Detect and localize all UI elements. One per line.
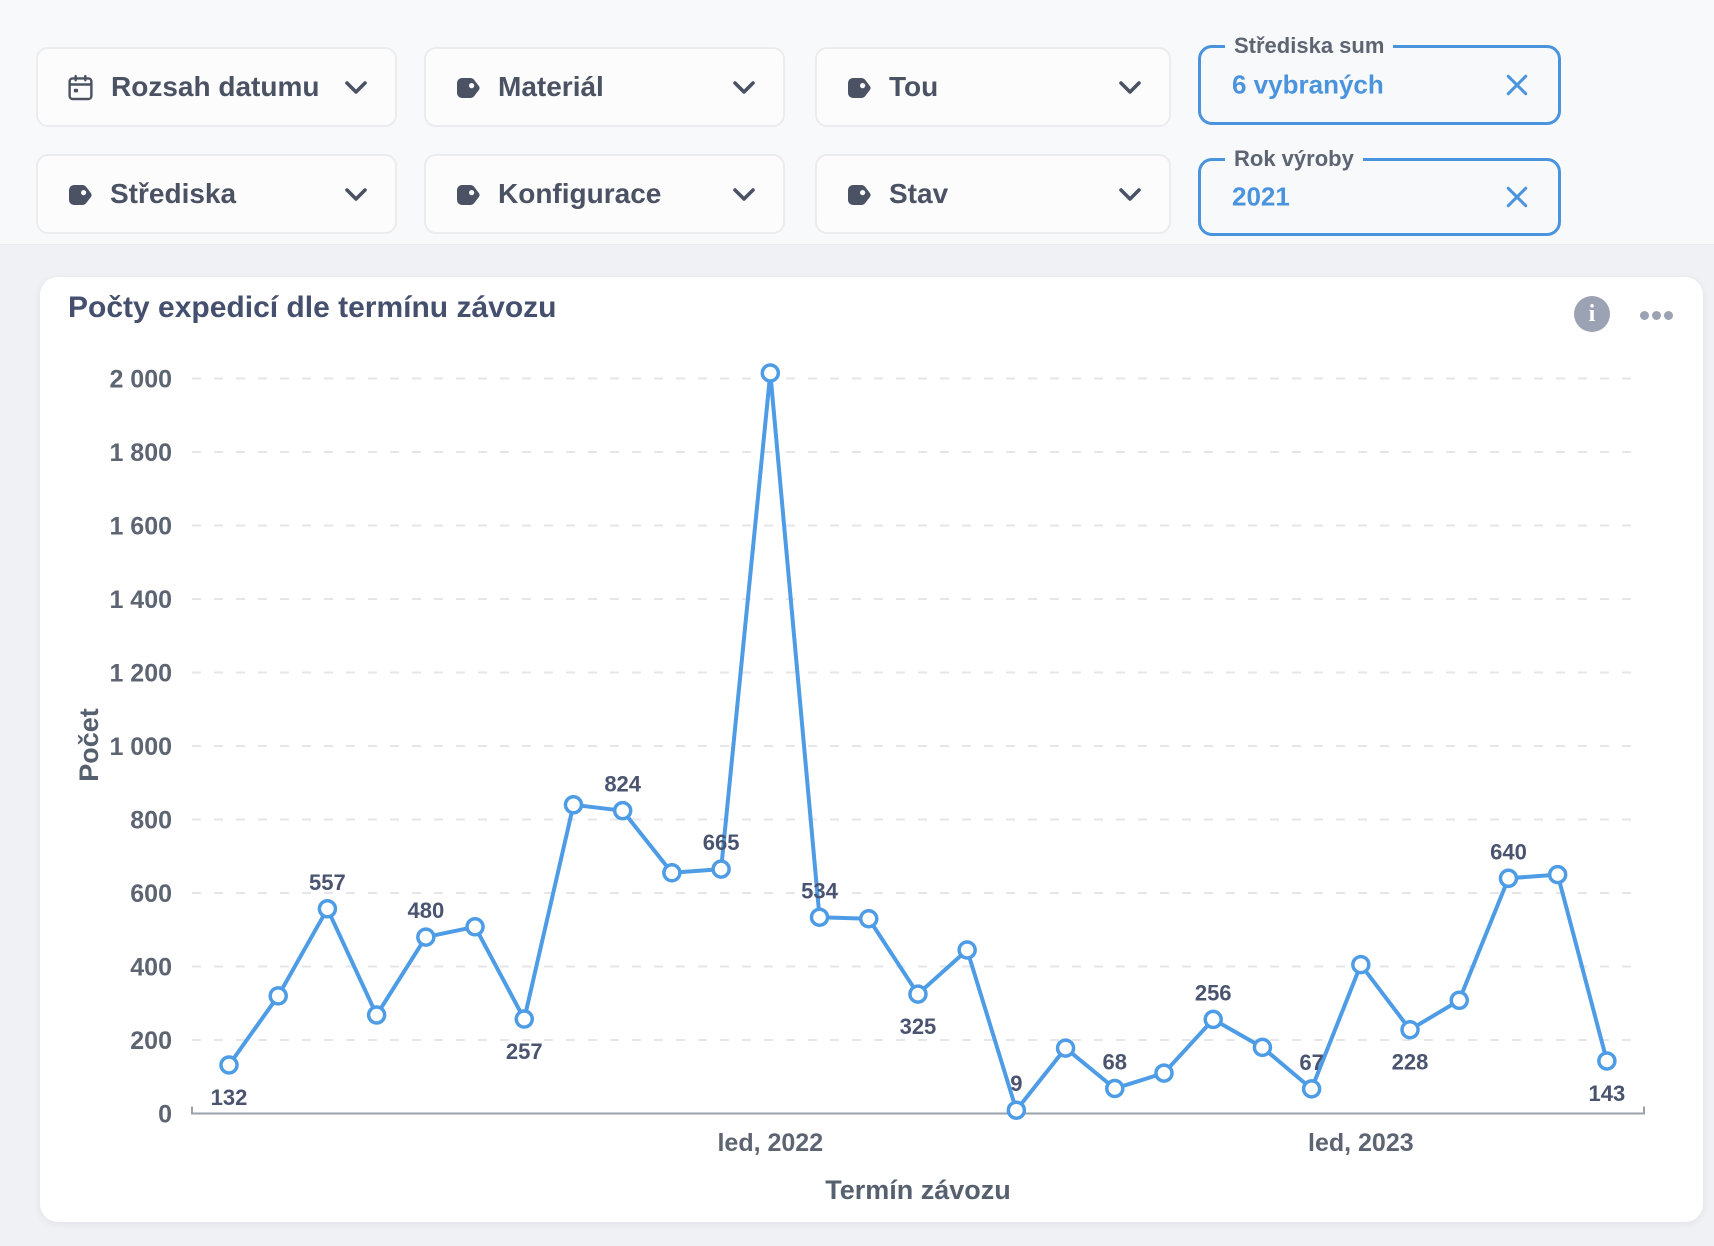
close-icon[interactable] xyxy=(1504,72,1530,98)
data-point-label: 480 xyxy=(407,898,444,923)
data-point[interactable] xyxy=(1203,1009,1223,1030)
filter-dropdown-stav[interactable]: Stav xyxy=(815,154,1171,234)
tag-icon xyxy=(454,75,482,99)
active-filter-value: 2021 xyxy=(1232,181,1290,212)
data-point-label: 9 xyxy=(1010,1071,1022,1096)
line-chart: 0 200 400 600 800 1 000 1 200 1 400 1 600 1 800 2 … xyxy=(74,363,1645,1205)
y-axis-tick-label: 2 000 xyxy=(109,366,172,394)
filter-dropdown-label: Střediska xyxy=(110,178,237,209)
data-point[interactable] xyxy=(1351,954,1371,975)
y-axis-title: Počet xyxy=(74,708,104,782)
data-point-label: 67 xyxy=(1299,1050,1323,1075)
data-point-label: 257 xyxy=(506,1039,543,1064)
data-point[interactable] xyxy=(957,940,977,960)
data-point[interactable] xyxy=(908,984,928,1004)
data-point-label: 143 xyxy=(1589,1081,1626,1106)
calendar-icon xyxy=(66,73,95,102)
data-point-label: 824 xyxy=(604,772,641,797)
chart-title: Počty expedicí dle termínu závozu xyxy=(68,291,557,324)
filter-dropdown-label: Materiál xyxy=(498,71,604,102)
y-axis-tick-label: 1 800 xyxy=(109,439,172,467)
data-point-label: 640 xyxy=(1490,839,1527,864)
chevron-down-icon xyxy=(1119,80,1141,94)
data-point-label: 256 xyxy=(1195,980,1232,1005)
filter-dropdown-tou[interactable]: Tou xyxy=(815,47,1171,127)
filter-toolbar: Rozsah datumu Materiál Tou xyxy=(0,0,1714,245)
filter-dropdown-label: Tou xyxy=(889,71,939,102)
filter-dropdown-rozsah-datumu[interactable]: Rozsah datumu xyxy=(36,47,397,127)
tag-icon xyxy=(845,75,873,99)
x-axis-tick-label: led, 2023 xyxy=(1308,1129,1414,1157)
ellipsis-menu-icon[interactable] xyxy=(1636,307,1677,324)
y-axis-tick-label: 1 600 xyxy=(109,513,172,541)
data-point[interactable] xyxy=(465,917,485,937)
x-axis-title: Termín závozu xyxy=(825,1175,1011,1205)
data-point[interactable] xyxy=(1449,990,1469,1011)
x-axis-tick-label: led, 2022 xyxy=(717,1129,823,1157)
info-icon[interactable]: i xyxy=(1574,296,1610,332)
data-point-label: 534 xyxy=(801,878,838,903)
data-point[interactable] xyxy=(1006,1100,1027,1120)
filter-dropdown-strediska[interactable]: Střediska xyxy=(36,154,397,234)
data-point-label: 228 xyxy=(1392,1050,1429,1075)
y-axis-tick-label: 400 xyxy=(130,954,172,982)
data-point-label: 665 xyxy=(703,830,740,855)
data-point[interactable] xyxy=(760,363,781,383)
chevron-down-icon xyxy=(733,80,755,94)
data-point-label: 325 xyxy=(900,1014,937,1039)
chevron-down-icon xyxy=(345,187,367,201)
active-filter-label: Střediska sum xyxy=(1225,33,1394,59)
y-axis-tick-label: 200 xyxy=(130,1027,172,1055)
filter-dropdown-material[interactable]: Materiál xyxy=(424,47,785,127)
active-filter-value: 6 vybraných xyxy=(1232,69,1384,100)
y-axis-tick-label: 600 xyxy=(130,880,172,908)
active-filter-strediska-sum: Střediska sum 6 vybraných xyxy=(1198,33,1561,125)
data-point[interactable] xyxy=(563,795,584,815)
active-filter-rok-vyroby: Rok výroby 2021 xyxy=(1198,146,1561,236)
y-axis-tick-label: 1 200 xyxy=(109,660,172,688)
y-axis-tick-label: 800 xyxy=(130,807,172,835)
data-point-label: 557 xyxy=(309,870,346,895)
filter-dropdown-konfigurace[interactable]: Konfigurace xyxy=(424,154,785,234)
active-filter-label: Rok výroby xyxy=(1225,146,1363,172)
data-point[interactable] xyxy=(1597,1051,1617,1071)
data-point[interactable] xyxy=(711,859,731,879)
chevron-down-icon xyxy=(733,187,755,201)
chevron-down-icon xyxy=(1119,187,1141,201)
filter-dropdown-label: Rozsah datumu xyxy=(111,71,320,102)
data-point[interactable] xyxy=(1498,868,1519,889)
close-icon[interactable] xyxy=(1504,184,1530,210)
y-axis-tick-label: 1 400 xyxy=(109,586,172,614)
data-point[interactable] xyxy=(219,1055,239,1075)
data-point[interactable] xyxy=(268,986,288,1006)
data-point-label: 68 xyxy=(1103,1050,1127,1075)
filter-dropdown-label: Stav xyxy=(889,178,949,209)
data-point[interactable] xyxy=(514,1009,535,1029)
data-point[interactable] xyxy=(858,908,879,929)
tag-icon xyxy=(454,182,482,206)
tag-icon xyxy=(845,182,873,206)
data-point[interactable] xyxy=(317,899,338,919)
y-axis-tick-label: 0 xyxy=(158,1101,172,1129)
y-axis-tick-label: 1 000 xyxy=(109,733,172,761)
data-point[interactable] xyxy=(1301,1079,1322,1099)
data-point[interactable] xyxy=(1055,1038,1076,1058)
data-point[interactable] xyxy=(612,800,633,821)
data-point[interactable] xyxy=(1154,1063,1174,1083)
chevron-down-icon xyxy=(345,80,367,94)
data-point[interactable] xyxy=(1105,1078,1125,1099)
data-point[interactable] xyxy=(1547,864,1568,885)
data-point[interactable] xyxy=(1252,1037,1273,1058)
data-point[interactable] xyxy=(1400,1019,1420,1040)
data-point[interactable] xyxy=(662,863,682,883)
data-point[interactable] xyxy=(416,927,436,947)
x-axis-line xyxy=(191,1106,1645,1115)
filter-dropdown-label: Konfigurace xyxy=(498,178,662,209)
data-point[interactable] xyxy=(809,907,830,928)
tag-icon xyxy=(66,182,94,206)
data-point-label: 132 xyxy=(211,1085,248,1110)
data-point[interactable] xyxy=(366,1005,387,1025)
chart-card: Počty expedicí dle termínu závozu i 0 200… xyxy=(40,277,1703,1222)
